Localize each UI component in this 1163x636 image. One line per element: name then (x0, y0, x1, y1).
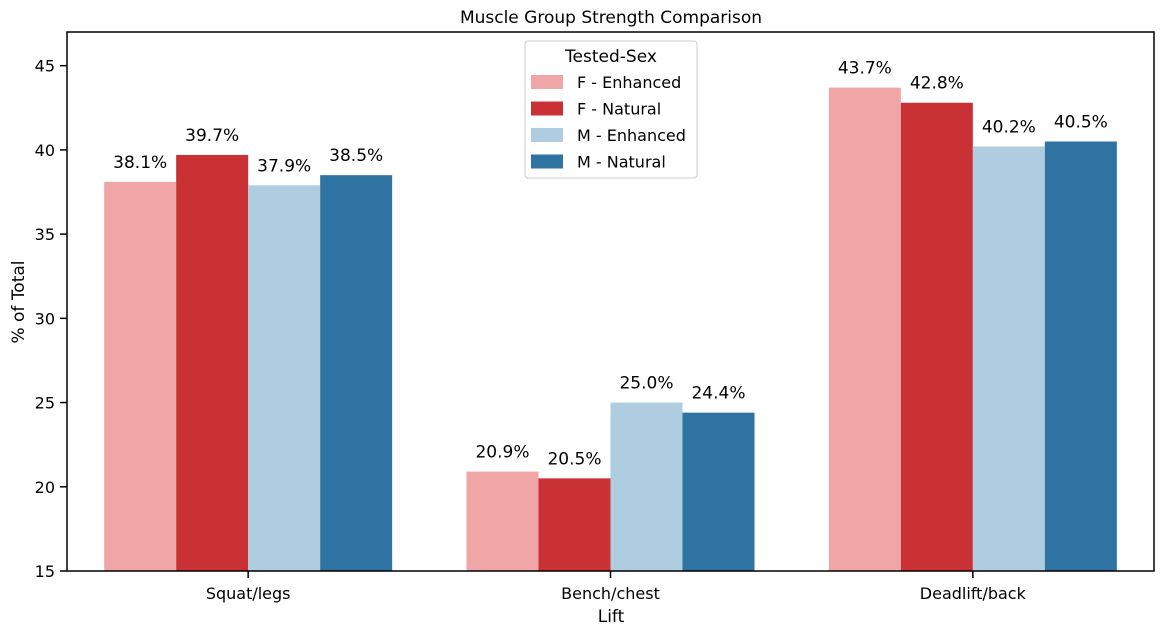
data-label-f-natural-2: 42.8% (910, 74, 964, 94)
data-label-m-enhanced-0: 37.9% (257, 156, 311, 176)
x-axis-title: Lift (598, 607, 625, 627)
data-label-f-enhanced-2: 43.7% (838, 59, 892, 79)
plot-area: 38.1% 20.9% 43.7% 39.7% 20.5% 42.8% 37.9% 25.0%… (35, 31, 1155, 603)
legend-swatch (531, 128, 563, 142)
legend-swatch (531, 101, 563, 116)
x-tick-label: Deadlift/back (920, 584, 1027, 603)
data-label-m-natural-2: 40.5% (1054, 112, 1108, 132)
data-label-m-natural-0: 38.5% (329, 146, 383, 166)
bar-m-natural-2 (1044, 141, 1117, 571)
bar-m-enhanced-1 (610, 402, 683, 571)
data-label-f-natural-1: 20.5% (547, 449, 601, 469)
data-label-f-enhanced-0: 38.1% (113, 153, 167, 173)
legend-swatch (531, 75, 563, 89)
legend-label: F - Natural (577, 100, 661, 119)
legend: Tested-Sex F - Enhanced F - Natural M - Enh… (524, 40, 698, 179)
data-label-m-enhanced-1: 25.0% (619, 374, 673, 394)
legend-swatch (531, 154, 563, 169)
legend-label: M - Enhanced (577, 126, 686, 145)
bar-f-natural-0 (176, 154, 249, 571)
bar-f-natural-2 (900, 102, 973, 572)
y-tick-label: 35 (35, 225, 55, 244)
y-tick-label: 25 (35, 394, 55, 413)
bar-m-natural-0 (320, 175, 393, 571)
y-tick-label: 40 (35, 141, 55, 160)
y-tick-label: 30 (35, 309, 55, 328)
y-tick-label: 45 (35, 57, 55, 76)
bar-f-enhanced-0 (104, 181, 177, 572)
y-tick-label: 20 (35, 478, 55, 497)
bar-f-enhanced-1 (466, 471, 539, 571)
data-label-f-natural-0: 39.7% (185, 126, 239, 146)
legend-box (524, 40, 698, 179)
bar-m-enhanced-2 (972, 146, 1045, 571)
bar-f-natural-1 (538, 478, 611, 571)
data-label-m-natural-1: 24.4% (691, 384, 745, 404)
data-label-f-enhanced-1: 20.9% (475, 443, 529, 463)
x-tick-label: Squat/legs (206, 584, 291, 603)
legend-label: F - Enhanced (577, 73, 681, 92)
bar-m-natural-1 (682, 412, 755, 571)
data-label-m-enhanced-2: 40.2% (982, 118, 1036, 138)
legend-title: Tested-Sex (564, 47, 657, 67)
bar-f-enhanced-2 (828, 87, 901, 571)
y-axis-title: % of Total (9, 260, 29, 343)
chart-title: Muscle Group Strength Comparison (460, 8, 762, 28)
legend-label: M - Natural (577, 153, 666, 172)
x-tick-label: Bench/chest (561, 584, 660, 603)
y-tick-label: 15 (35, 562, 55, 581)
bar-m-enhanced-0 (248, 185, 321, 571)
